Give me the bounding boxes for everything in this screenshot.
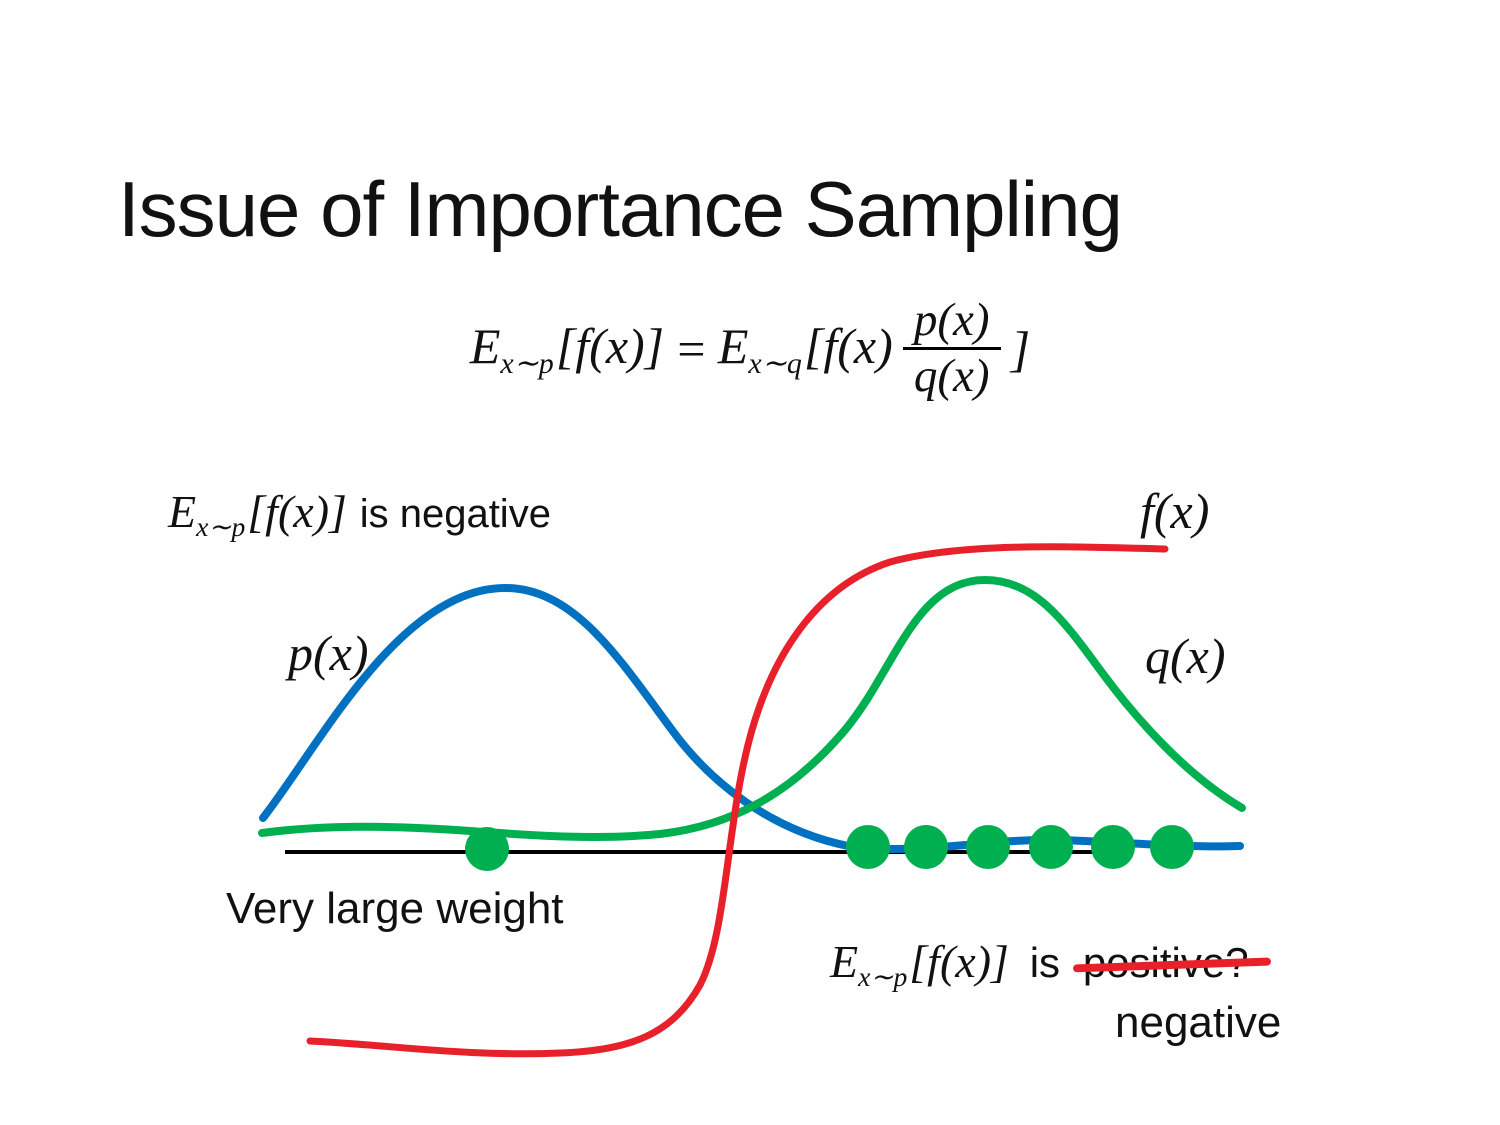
formula-row: Ex∼p[f(x)] = Ex∼q[f(x) p(x) q(x) ] xyxy=(469,294,1031,403)
fraction-bar xyxy=(902,347,1001,351)
formula-rhs-subscript: x∼q xyxy=(748,346,802,380)
sample-dots xyxy=(465,825,1194,871)
fraction-numerator: p(x) xyxy=(913,294,990,346)
closing-bracket: ] xyxy=(1010,320,1031,377)
sample-dot xyxy=(846,825,890,869)
formula-lhs-subscript: x∼p xyxy=(500,346,554,380)
bottom-expectation-math: Ex∼p[f(x)] xyxy=(830,936,1009,993)
q-curve xyxy=(258,576,1246,842)
sample-dot xyxy=(966,825,1010,869)
f-curve-label: f(x) xyxy=(1140,483,1210,539)
p-curve-label: p(x) xyxy=(288,625,369,681)
equals-sign: = xyxy=(674,320,708,377)
bottom-expectation-is: is xyxy=(1029,939,1061,986)
sample-dot xyxy=(465,827,509,871)
struck-word-positive: positive? xyxy=(1082,939,1249,986)
fraction-denominator: q(x) xyxy=(913,350,990,403)
left-expectation-math: Ex∼p[f(x)] xyxy=(168,486,347,543)
left-expectation-tail: is negative xyxy=(359,492,551,536)
formula-rhs: Ex∼q[f(x) xyxy=(717,317,893,380)
bottom-expectation-note: Ex∼p[f(x)] is positive? xyxy=(830,934,1249,993)
weight-fraction: p(x) q(x) xyxy=(902,294,1001,403)
sample-dot xyxy=(1150,825,1194,869)
slide-title: Issue of Importance Sampling xyxy=(118,165,1123,254)
sample-dot xyxy=(904,825,948,869)
formula-lhs: Ex∼p[f(x)] xyxy=(469,317,665,380)
sample-dot xyxy=(1091,825,1135,869)
q-curve-label: q(x) xyxy=(1145,628,1226,684)
sample-dot xyxy=(1029,825,1073,869)
f-curve xyxy=(306,543,1169,1058)
very-large-weight-note: Very large weight xyxy=(226,884,564,933)
corrected-answer: negative xyxy=(1115,998,1282,1047)
importance-sampling-formula: Ex∼p[f(x)] = Ex∼q[f(x) p(x) q(x) ] xyxy=(0,294,1500,403)
left-expectation-note: Ex∼p[f(x)] is negative xyxy=(168,484,551,543)
